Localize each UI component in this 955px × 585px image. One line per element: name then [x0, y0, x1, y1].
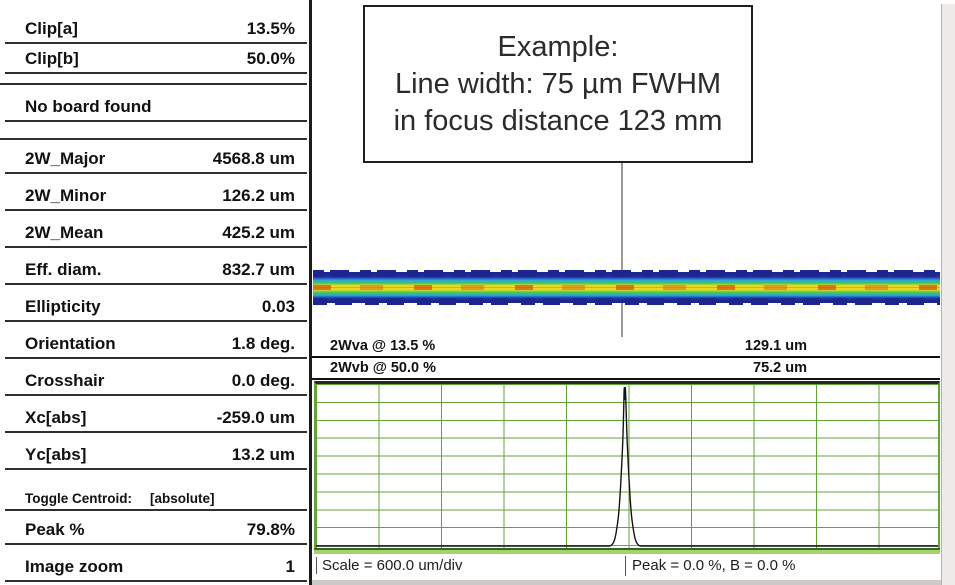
sidebar-row-image-zoom[interactable]: Image zoom 1 [5, 545, 307, 582]
row-value: 832.7 um [222, 260, 295, 279]
callout-pointer-line [621, 163, 623, 337]
peak-status-label: Peak = 0.0 %, B = 0.0 % [632, 557, 796, 574]
row-label: Image zoom [25, 557, 124, 576]
row-value: 13.2 um [231, 445, 295, 464]
row-value: 425.2 um [222, 223, 295, 242]
callout-line-width: Line width: 75 µm FWHM [394, 67, 722, 100]
window-bottom-edge [312, 580, 941, 585]
sidebar-row-yc-abs[interactable]: Yc[abs] 13.2 um [5, 433, 307, 470]
row-value: -259.0 um [216, 408, 295, 427]
scale-label: Scale = 600.0 um/div [316, 557, 463, 574]
row-value: 79.8% [246, 520, 295, 539]
row-value: 75.2 um [753, 360, 807, 376]
beam-core-hotspots [313, 285, 940, 290]
row-label: 2Wvb @ 50.0 % [330, 360, 437, 376]
measure-row-2wva[interactable]: 2Wva @ 13.5 % 129.1 um [312, 336, 940, 358]
measure-row-2wvb[interactable]: 2Wvb @ 50.0 % 75.2 um [312, 358, 940, 380]
status-separator [625, 556, 626, 576]
sidebar-row-2w-major[interactable]: 2W_Major 4568.8 um [5, 140, 307, 174]
row-label: Peak % [25, 520, 85, 539]
row-label: Toggle Centroid: [25, 491, 132, 506]
sidebar-row-crosshair[interactable]: Crosshair 0.0 deg. [5, 359, 307, 396]
row-value: 1.8 deg. [231, 334, 295, 353]
callout-title: Example: [497, 30, 619, 63]
sidebar-row-xc-abs[interactable]: Xc[abs] -259.0 um [5, 396, 307, 433]
row-label: No board found [25, 97, 152, 116]
row-value: 0.0 deg. [231, 371, 295, 390]
sidebar-row-peak-percent[interactable]: Peak % 79.8% [5, 511, 307, 545]
callout-focus-distance: in focus distance 123 mm [393, 104, 723, 137]
row-value: 126.2 um [222, 186, 295, 205]
sidebar-row-2w-mean[interactable]: 2W_Mean 425.2 um [5, 211, 307, 248]
row-label: Clip[b] [25, 49, 79, 68]
row-value: 0.03 [261, 297, 295, 316]
sidebar-row-orientation[interactable]: Orientation 1.8 deg. [5, 322, 307, 359]
row-label: 2W_Mean [25, 223, 104, 242]
row-label: 2Wva @ 13.5 % [330, 338, 436, 354]
plot-bottom-frame [314, 548, 940, 554]
row-label: Yc[abs] [25, 445, 87, 464]
profile-plot[interactable] [314, 381, 940, 548]
profile-peak-curve [316, 386, 938, 547]
sidebar-row-2w-minor[interactable]: 2W_Minor 126.2 um [5, 174, 307, 211]
window-right-edge [941, 4, 955, 585]
beam-image-strip[interactable] [313, 270, 940, 305]
sidebar-row-toggle-centroid[interactable]: Toggle Centroid: [absolute] [5, 470, 307, 511]
row-value: 50.0% [246, 49, 295, 68]
sidebar-row-ellipticity[interactable]: Ellipticity 0.03 [5, 285, 307, 322]
row-label: 2W_Minor [25, 186, 107, 205]
row-value: 4568.8 um [212, 149, 295, 168]
plot-status-bar: Scale = 600.0 um/div Peak = 0.0 %, B = 0… [312, 556, 940, 578]
row-label: Ellipticity [25, 297, 101, 316]
section-divider [0, 74, 307, 85]
row-value: 1 [285, 557, 295, 576]
sidebar-row-clip-a[interactable]: Clip[a] 13.5% [5, 8, 307, 44]
row-label: Clip[a] [25, 19, 78, 38]
sidebar-row-eff-diam[interactable]: Eff. diam. 832.7 um [5, 248, 307, 285]
annotation-callout: Example: Line width: 75 µm FWHM in focus… [363, 5, 753, 163]
sidebar-row-clip-b[interactable]: Clip[b] 50.0% [5, 44, 307, 74]
row-label: Crosshair [25, 371, 105, 390]
row-value: 13.5% [246, 19, 295, 38]
row-label: Orientation [25, 334, 116, 353]
row-label: Xc[abs] [25, 408, 87, 427]
results-sidebar: Clip[a] 13.5% Clip[b] 50.0% No board fou… [0, 0, 312, 585]
row-label: 2W_Major [25, 149, 106, 168]
row-value: [absolute] [150, 491, 215, 506]
section-divider [0, 122, 307, 140]
row-value: 129.1 um [744, 338, 807, 354]
row-label: Eff. diam. [25, 260, 102, 279]
sidebar-row-no-board-found[interactable]: No board found [5, 85, 307, 122]
display-panel: Example: Line width: 75 µm FWHM in focus… [312, 0, 955, 585]
